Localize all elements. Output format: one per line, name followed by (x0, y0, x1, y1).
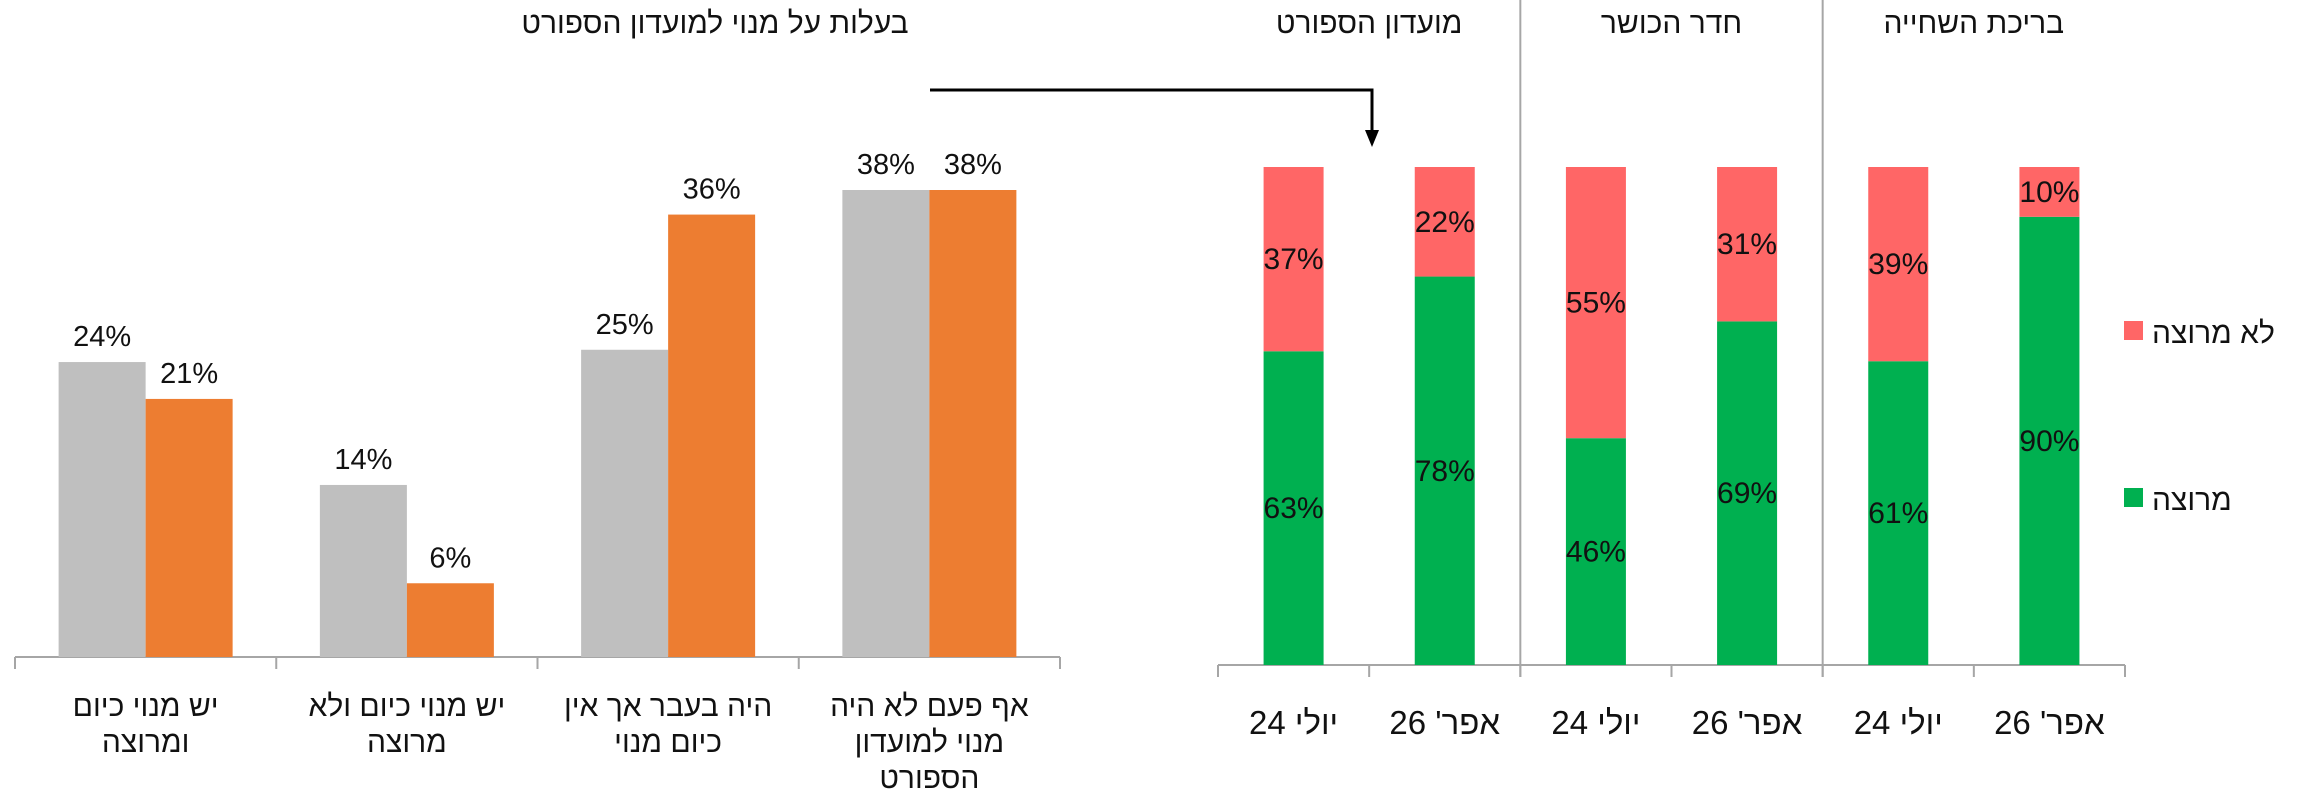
right-legend: לא מרוצה מרוצה (2124, 317, 2275, 517)
left-value-label: 14% (334, 444, 392, 476)
left-bar-gray (58, 362, 146, 657)
period-label: יולי 24 (1854, 704, 1943, 741)
right-value-label: 37% (1264, 243, 1324, 276)
legend-label: מרוצה (2152, 484, 2232, 517)
left-value-label: 25% (596, 309, 654, 341)
left-value-label: 24% (73, 321, 131, 353)
right-value-label: 31% (1717, 228, 1777, 261)
right-bar-unsatisfied (1717, 167, 1778, 322)
right-bar-unsatisfied (1263, 167, 1324, 352)
right-group-titles: בריכת השחייה חדר הכושר מועדון הספורט (1276, 7, 2064, 40)
right-bar-satisfied (1565, 438, 1626, 665)
left-chart-title: בעלות על מנוי למועדון הספורט (521, 7, 908, 40)
right-value-label: 78% (1415, 455, 1475, 488)
connector-arrow (930, 88, 1379, 147)
left-bar-gray (842, 190, 930, 657)
period-label: יולי 24 (1249, 704, 1338, 741)
left-category-label: היה בעבר אך אין (564, 690, 772, 723)
right-chart: בריכת השחייה חדר הכושר מועדון הספורט 90% 10… (1217, 0, 2275, 741)
right-bar-satisfied (1414, 276, 1475, 665)
left-category-label: ומרוצה (102, 726, 190, 759)
left-category-label: מרוצה (367, 726, 447, 759)
left-category-label: יש מנוי כיום (73, 690, 219, 723)
right-ticks (1217, 665, 2126, 677)
period-label: יולי 24 (1551, 704, 1640, 741)
right-bar-satisfied (1868, 361, 1929, 665)
right-period-labels: אפר' 26 יולי 24 אפר' 26 יולי 24 אפר' 26 יולי … (1249, 704, 2105, 741)
left-bar-orange (668, 214, 756, 657)
left-bar-orange (406, 583, 494, 657)
right-value-label: 39% (1868, 248, 1928, 281)
left-category-label: אף פעם לא היה (830, 690, 1029, 723)
left-bar-gray (581, 349, 669, 657)
left-category-label: מנוי למועדון (855, 726, 1005, 759)
left-category-label: יש מנוי כיום ולא (308, 690, 505, 723)
right-bar-unsatisfied (1868, 167, 1929, 362)
group-title: בריכת השחייה (1884, 7, 2065, 40)
right-value-labels: 90% 10% 61% 39% 69% 31% 46% 55% 78% 22% 63% 37% (1264, 176, 2080, 569)
right-value-label: 69% (1717, 477, 1777, 510)
left-bar-gray (319, 484, 407, 657)
right-value-label: 61% (1868, 497, 1928, 530)
period-label: אפר' 26 (1692, 704, 1803, 741)
left-chart: בעלות על מנוי למועדון הספורט 38% 38% 25% 36… (14, 7, 1061, 795)
left-value-label: 36% (683, 174, 741, 206)
left-bar-orange (145, 398, 233, 657)
period-label: אפר' 26 (1994, 704, 2105, 741)
right-separators (1519, 0, 1824, 677)
left-value-label: 38% (857, 149, 915, 181)
group-title: חדר הכושר (1601, 7, 1742, 40)
left-value-label: 38% (944, 149, 1002, 181)
right-value-label: 22% (1415, 206, 1475, 239)
left-ticks (14, 657, 1061, 669)
period-label: אפר' 26 (1389, 704, 1500, 741)
right-bars (1263, 167, 2080, 666)
left-bars (58, 190, 1017, 657)
left-value-labels: 38% 38% 25% 36% 14% 6% 24% 21% (73, 149, 1002, 574)
left-category-label: הספורט (879, 762, 979, 795)
right-bar-unsatisfied (1414, 167, 1475, 277)
legend-swatch (2124, 321, 2143, 340)
right-value-label: 63% (1264, 492, 1324, 525)
right-value-label: 55% (1566, 287, 1626, 320)
left-value-label: 21% (160, 358, 218, 390)
right-bar-unsatisfied (2019, 167, 2080, 217)
group-title: מועדון הספורט (1276, 7, 1463, 40)
left-category-label: כיום מנוי (614, 726, 722, 759)
legend-label: לא מרוצה (2152, 317, 2275, 350)
left-value-label: 6% (429, 542, 471, 574)
right-bar-satisfied (2019, 216, 2080, 666)
right-bar-satisfied (1263, 351, 1324, 665)
left-bar-orange (929, 190, 1017, 657)
right-value-label: 46% (1566, 536, 1626, 569)
right-value-label: 90% (2019, 425, 2079, 458)
legend-swatch (2124, 488, 2143, 507)
right-value-label: 10% (2019, 176, 2079, 209)
right-bar-unsatisfied (1565, 167, 1626, 439)
right-bar-satisfied (1717, 321, 1778, 665)
